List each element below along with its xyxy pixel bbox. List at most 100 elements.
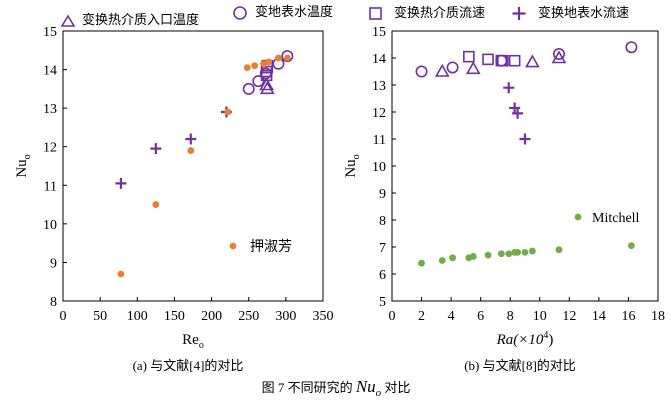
x-tick-label: 150 (164, 309, 185, 324)
data-point-circle (242, 82, 255, 95)
y-tick-label: 10 (43, 218, 57, 233)
y-axis-label: Nuo (14, 154, 33, 177)
x-tick-label: 18 (651, 309, 665, 324)
data-point-dot (484, 251, 492, 259)
y-tick-label: 12 (372, 106, 386, 121)
data-points (115, 50, 294, 278)
y-tick-label: 6 (379, 268, 386, 283)
annotation-marker (574, 213, 582, 221)
data-point-plus (519, 133, 531, 145)
data-point-dot (275, 54, 282, 62)
y-tick-label: 10 (372, 160, 386, 175)
x-tick-label: 200 (201, 309, 222, 324)
data-point-triangle (259, 77, 274, 91)
data-point-plus (503, 82, 515, 94)
data-point-dot (555, 246, 563, 254)
data-point-circle (625, 41, 638, 54)
legend-label: 变换热介质入口温度 (82, 12, 199, 27)
data-point-square (482, 53, 494, 66)
annotation-marker (229, 242, 237, 250)
x-tick-label: 350 (313, 309, 334, 324)
legend: 变换热介质入口温度 变地表水温度 变换热介质流速 变换地表水流速 (60, 4, 629, 27)
data-point-plus (512, 107, 524, 119)
data-point-dot (243, 64, 251, 72)
y-tick-label: 9 (379, 187, 386, 202)
figure-caption: 图 7 不同研究的 Nuo 对比 (262, 377, 411, 399)
data-point-dot (260, 60, 267, 68)
y-axis-label: Nuo (343, 154, 362, 177)
data-point-dot (528, 247, 536, 255)
axes (391, 30, 659, 302)
data-point-dot (152, 201, 160, 208)
data-point-dot (521, 249, 529, 256)
data-point-plus (115, 177, 127, 189)
legend-square-marker (369, 7, 382, 20)
data-point-dot (418, 259, 425, 267)
y-tick-label: 14 (372, 52, 386, 67)
data-point-dot (283, 54, 291, 62)
x-tick-label: 16 (621, 309, 635, 324)
x-tick-label: 8 (507, 309, 514, 324)
x-tick-label: 0 (60, 309, 67, 324)
data-point-dot (505, 250, 513, 258)
y-tick-label: 11 (373, 133, 386, 148)
plot-frame (62, 30, 324, 302)
data-points (415, 41, 638, 267)
x-tick-label: 50 (93, 309, 107, 324)
y-tick-label: 13 (43, 102, 57, 117)
data-point-square (508, 54, 521, 67)
data-point-dot (265, 58, 273, 66)
y-tick-label: 12 (43, 141, 57, 156)
legend-label: 变地表水温度 (255, 4, 333, 19)
data-point-dot (117, 270, 125, 278)
annotation-label: 押淑芳 (250, 238, 292, 255)
data-point-plus (185, 133, 197, 145)
data-point-dot (187, 147, 195, 154)
x-tick-label: 250 (238, 309, 259, 324)
y-tick-label: 5 (379, 295, 386, 310)
data-point-dot (224, 108, 232, 116)
x-tick-label: 2 (418, 309, 425, 324)
caption-b: (b) 与文献[8]的对比 (464, 358, 576, 373)
data-point-circle (552, 47, 565, 60)
data-point-triangle (465, 61, 481, 75)
legend-circle-marker (233, 6, 247, 20)
data-point-dot (497, 250, 505, 258)
x-tick-label: 300 (275, 309, 296, 324)
data-point-dot (514, 249, 522, 256)
x-axis-label: Ra(×104) (496, 330, 554, 348)
legend-label: 变换地表水流速 (538, 5, 629, 20)
data-point-triangle (525, 54, 540, 68)
x-tick-label: 12 (562, 309, 576, 324)
y-tick-label: 14 (43, 64, 57, 79)
data-point-plus (150, 143, 162, 155)
y-tick-label: 9 (50, 256, 57, 271)
x-axis-label: Reo (182, 332, 204, 351)
chart-panel-b: 0 2 4 6 8 10 12 14 16 18 5 6 7 8 9 10 11 12 13 14 15 Ra(×104… (343, 25, 665, 348)
x-tick-label: 14 (592, 309, 606, 324)
annotation-label: Mitchell (592, 211, 640, 226)
data-point-triangle (434, 63, 450, 77)
x-tick-label: 4 (448, 309, 455, 324)
data-point-dot (469, 253, 477, 260)
data-point-dot (628, 242, 635, 250)
legend-item-plus: 变换地表水流速 (512, 5, 629, 20)
y-tick-label: 15 (43, 25, 57, 40)
legend-label: 变换热介质流速 (394, 5, 485, 20)
legend-item-square: 变换热介质流速 (369, 5, 485, 20)
data-point-circle (446, 61, 459, 74)
axes (62, 30, 324, 302)
y-tick-label: 11 (44, 179, 57, 194)
tick-labels: 0 50 100 150 200 250 300 350 8 9 10 11 12 13 14 15 (43, 25, 334, 324)
data-point-dot (438, 257, 446, 264)
y-tick-label: 8 (50, 295, 57, 310)
y-tick-label: 7 (379, 241, 386, 256)
data-point-triangle (259, 81, 275, 95)
x-tick-label: 0 (389, 309, 396, 324)
caption-a: (a) 与文献[4]的对比 (133, 358, 244, 373)
data-point-square (497, 54, 509, 67)
y-tick-label: 8 (379, 214, 386, 229)
tick-labels: 0 2 4 6 8 10 12 14 16 18 5 6 7 8 9 10 11 12 13 14 15 (372, 25, 665, 324)
